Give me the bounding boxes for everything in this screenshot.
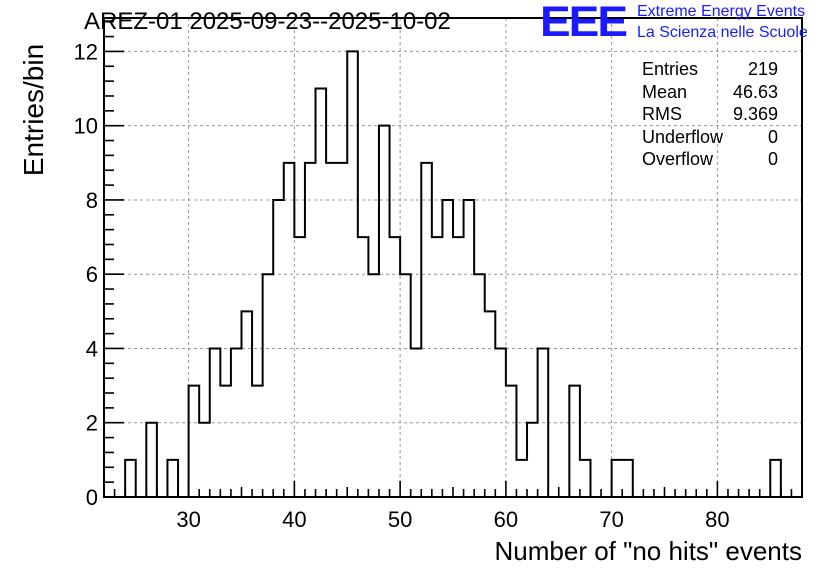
x-tick-label: 40 (282, 507, 306, 532)
stats-box: Entries 219 Mean 46.63 RMS 9.369 Underfl… (642, 58, 778, 171)
y-tick-label: 10 (74, 114, 98, 139)
stat-row-rms: RMS 9.369 (642, 103, 778, 126)
stat-label: Mean (642, 81, 688, 102)
x-tick-label: 80 (705, 507, 729, 532)
y-tick-label: 4 (86, 336, 98, 361)
chart-title: AREZ-01 2025-09-23--2025-10-02 (84, 8, 451, 35)
stat-row-underflow: Underflow 0 (642, 126, 778, 149)
logo-line-2: La Scienza nelle Scuole (637, 24, 808, 41)
x-axis-label: Number of "no hits" events (494, 536, 803, 566)
logo-line-1: Extreme Energy Events (637, 3, 806, 20)
y-axis-label: Entries/bin (18, 43, 49, 177)
axis-ticks (103, 20, 803, 498)
stat-row-entries: Entries 219 (642, 58, 778, 81)
x-tick-label: 60 (494, 507, 518, 532)
stat-value: 219 (747, 59, 778, 79)
y-tick-label: 12 (74, 39, 98, 64)
stat-value: 46.63 (732, 81, 778, 102)
y-tick-label: 6 (86, 262, 98, 287)
stat-row-overflow: Overflow 0 (642, 148, 778, 171)
stat-value: 0 (767, 126, 778, 147)
histogram-outline (124, 50, 782, 498)
x-tick-label: 30 (176, 507, 200, 532)
stat-value: 9.369 (732, 104, 778, 124)
stat-label: Underflow (642, 126, 724, 147)
y-tick-label: 2 (86, 411, 98, 436)
tick-labels: 30 40 50 60 70 80 0 2 4 6 8 10 12 (74, 39, 730, 532)
y-tick-label: 8 (86, 188, 98, 213)
x-tick-label: 50 (388, 507, 412, 532)
stat-value: 0 (767, 149, 778, 169)
eee-logo: EEE (540, 0, 628, 46)
x-tick-label: 70 (599, 507, 623, 532)
stat-row-mean: Mean 46.63 (642, 81, 778, 104)
stat-label: Overflow (642, 149, 714, 169)
y-tick-label: 0 (86, 485, 98, 510)
stat-label: Entries (642, 59, 699, 79)
stat-label: RMS (642, 104, 682, 124)
